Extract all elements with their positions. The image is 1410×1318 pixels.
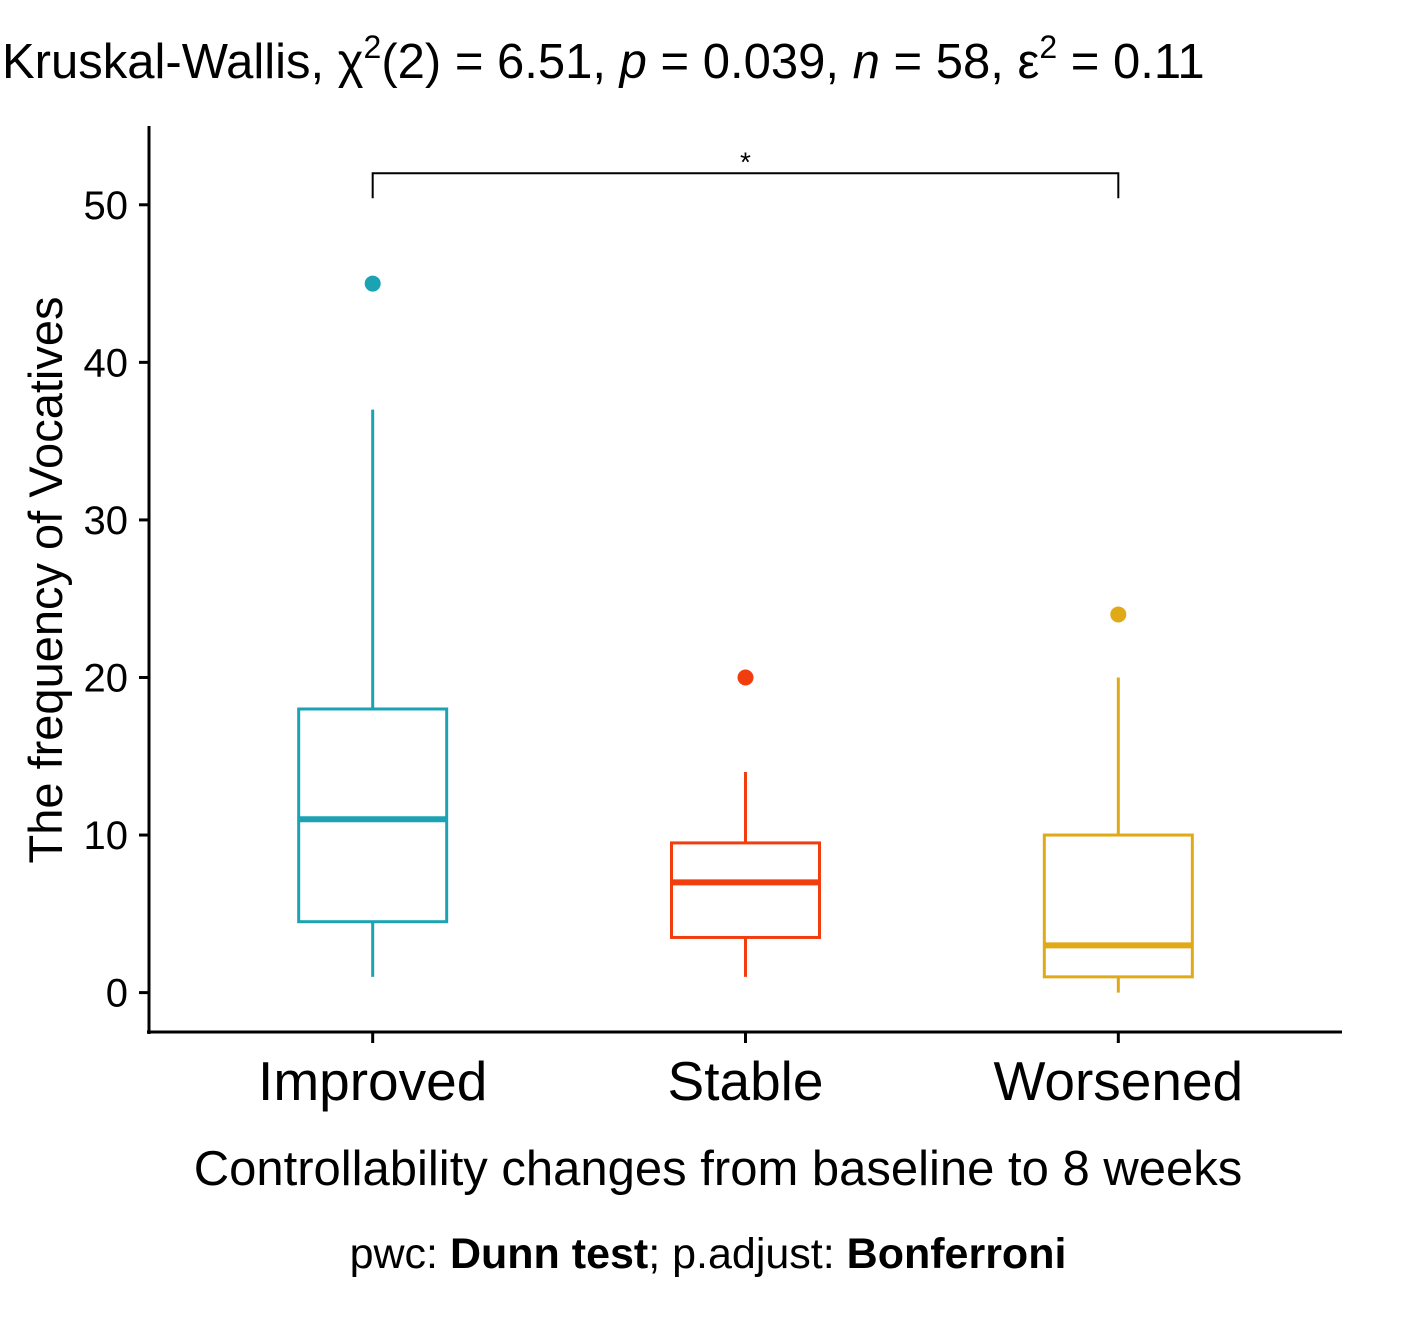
title-test: Kruskal-Wallis, bbox=[2, 35, 338, 89]
title-effect-value: = 0.11 bbox=[1057, 35, 1205, 89]
outlier-point bbox=[364, 275, 381, 292]
x-axis-title: Controllability changes from baseline to… bbox=[194, 1142, 1243, 1196]
y-tick-label: 10 bbox=[84, 814, 129, 858]
x-tick-label: Worsened bbox=[993, 1050, 1243, 1112]
title-effect-sup: 2 bbox=[1039, 29, 1057, 65]
y-tick-label: 20 bbox=[84, 656, 129, 700]
title-p-value: = 0.039, bbox=[647, 35, 853, 89]
outlier-point bbox=[737, 669, 754, 686]
outlier-point bbox=[1110, 606, 1127, 623]
x-tick-label: Improved bbox=[258, 1050, 487, 1112]
caption-adjust-label: p.adjust: bbox=[672, 1230, 847, 1278]
y-tick-label: 0 bbox=[106, 972, 128, 1016]
box-iqr bbox=[1042, 833, 1194, 979]
box-worsened bbox=[1042, 606, 1194, 993]
title-n-value: = 58, bbox=[880, 35, 1018, 89]
caption-pwc-method: Dunn test bbox=[450, 1230, 648, 1278]
y-tick-label: 30 bbox=[84, 499, 129, 543]
title-stat-df: (2) = 6.51, bbox=[381, 35, 619, 89]
box-iqr bbox=[670, 841, 821, 939]
box-stable bbox=[670, 669, 821, 977]
significance-label: * bbox=[740, 146, 751, 177]
y-tick-label: 50 bbox=[84, 184, 129, 228]
caption-sep: ; bbox=[648, 1230, 672, 1278]
title-stat-symbol: χ bbox=[338, 35, 364, 89]
box-improved bbox=[297, 275, 449, 977]
title-effect-symbol: ε bbox=[1017, 35, 1039, 89]
y-axis-title: The frequency of Vocatives bbox=[19, 297, 72, 864]
caption: pwc: Dunn test; p.adjust: Bonferroni bbox=[350, 1230, 1067, 1278]
box-iqr bbox=[297, 707, 449, 924]
bracket-line bbox=[371, 172, 1120, 199]
caption-pwc-label: pwc: bbox=[350, 1230, 450, 1278]
y-tick-label: 40 bbox=[84, 341, 129, 385]
chart-title: Kruskal-Wallis, χ2(2) = 6.51, p = 0.039,… bbox=[2, 29, 1205, 89]
caption-adjust-method: Bonferroni bbox=[847, 1230, 1067, 1278]
title-n-symbol: n bbox=[853, 35, 880, 89]
title-p-symbol: p bbox=[618, 35, 647, 89]
title-stat-sup: 2 bbox=[364, 29, 382, 65]
x-tick-label: Stable bbox=[668, 1050, 824, 1112]
significance-bracket: * bbox=[371, 146, 1120, 199]
